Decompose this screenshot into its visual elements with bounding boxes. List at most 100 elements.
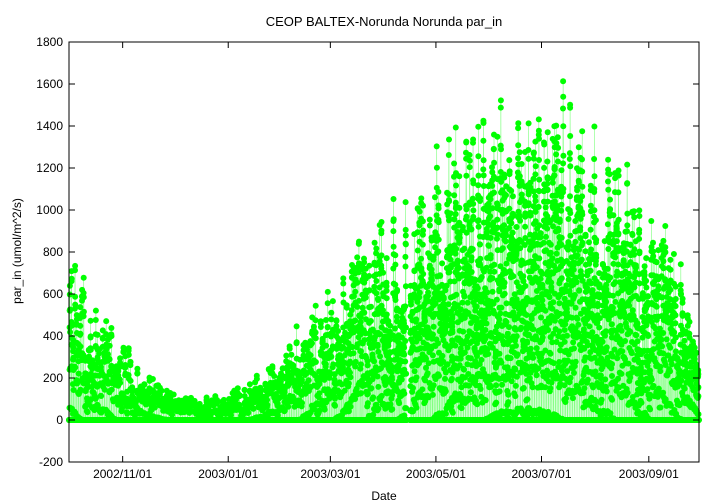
data-point bbox=[357, 361, 364, 368]
data-point bbox=[317, 324, 324, 330]
data-point bbox=[328, 353, 335, 360]
data-point bbox=[108, 386, 115, 393]
data-point bbox=[80, 308, 87, 315]
series-layer bbox=[66, 78, 702, 423]
data-point bbox=[77, 322, 84, 329]
data-point bbox=[378, 252, 385, 259]
data-point bbox=[367, 318, 374, 324]
data-point bbox=[394, 286, 401, 293]
data-point bbox=[347, 374, 354, 381]
data-point bbox=[371, 239, 378, 246]
data-point bbox=[392, 325, 398, 332]
data-point bbox=[80, 294, 87, 301]
data-point bbox=[374, 343, 381, 350]
data-point bbox=[418, 195, 425, 202]
data-point bbox=[117, 355, 124, 362]
data-point bbox=[323, 317, 329, 323]
data-point bbox=[250, 405, 257, 412]
data-point bbox=[108, 333, 115, 340]
data-point bbox=[101, 386, 108, 393]
data-point bbox=[322, 361, 329, 368]
data-point bbox=[134, 365, 141, 372]
data-point bbox=[312, 359, 319, 365]
data-point bbox=[370, 394, 377, 401]
data-point bbox=[340, 291, 347, 298]
data-point bbox=[75, 370, 82, 377]
data-point bbox=[312, 335, 319, 342]
data-point bbox=[413, 374, 420, 381]
data-point bbox=[307, 352, 314, 359]
data-point bbox=[413, 404, 420, 411]
data-point bbox=[358, 390, 364, 397]
data-point bbox=[316, 380, 323, 387]
data-point bbox=[264, 396, 271, 403]
data-point bbox=[305, 377, 312, 384]
data-point bbox=[416, 208, 423, 215]
data-point bbox=[375, 297, 382, 303]
data-point bbox=[77, 343, 84, 350]
data-point bbox=[310, 323, 317, 330]
data-point bbox=[321, 406, 328, 413]
data-point bbox=[335, 328, 342, 334]
data-point bbox=[274, 412, 281, 419]
data-point bbox=[87, 333, 94, 340]
data-point bbox=[245, 409, 252, 416]
data-point bbox=[68, 275, 75, 282]
data-point bbox=[328, 309, 335, 316]
data-point bbox=[371, 358, 378, 365]
data-point bbox=[127, 377, 134, 384]
data-point bbox=[390, 196, 397, 202]
data-point bbox=[354, 303, 361, 310]
data-point bbox=[98, 363, 104, 370]
data-point bbox=[119, 405, 125, 412]
data-point bbox=[170, 391, 177, 398]
data-point bbox=[352, 358, 359, 365]
data-point bbox=[77, 304, 84, 311]
data-point bbox=[366, 273, 373, 279]
data-point bbox=[418, 255, 425, 262]
data-point bbox=[77, 386, 84, 393]
data-point bbox=[401, 351, 408, 358]
data-point bbox=[93, 394, 100, 401]
data-point bbox=[392, 281, 399, 288]
data-point bbox=[127, 358, 134, 365]
data-point bbox=[373, 290, 380, 297]
data-point bbox=[410, 385, 416, 391]
data-point bbox=[122, 362, 129, 368]
data-point bbox=[366, 287, 373, 294]
data-point bbox=[361, 259, 368, 266]
data-point bbox=[106, 356, 113, 363]
data-point bbox=[403, 370, 410, 377]
data-point bbox=[390, 243, 397, 250]
data-point bbox=[364, 400, 371, 407]
data-point bbox=[419, 218, 426, 225]
data-point bbox=[389, 406, 396, 413]
data-point bbox=[347, 403, 354, 410]
data-point bbox=[203, 394, 210, 401]
data-point bbox=[426, 222, 433, 229]
data-point bbox=[354, 254, 361, 261]
data-point bbox=[286, 345, 293, 352]
data-point bbox=[392, 252, 399, 259]
data-point bbox=[352, 317, 359, 324]
data-point bbox=[375, 383, 382, 390]
data-point bbox=[309, 340, 315, 347]
data-point bbox=[366, 262, 373, 269]
data-point bbox=[151, 404, 158, 411]
data-point bbox=[383, 279, 390, 286]
data-point bbox=[80, 313, 87, 320]
data-point bbox=[67, 329, 74, 336]
data-point bbox=[331, 395, 338, 402]
data-point bbox=[426, 216, 433, 223]
data-point bbox=[120, 348, 127, 355]
data-point bbox=[352, 288, 359, 295]
data-point bbox=[390, 228, 397, 235]
data-point bbox=[420, 271, 427, 277]
data-point bbox=[124, 410, 131, 417]
data-point bbox=[94, 331, 101, 338]
data-point bbox=[375, 405, 382, 412]
data-point bbox=[72, 364, 79, 371]
data-point bbox=[357, 348, 364, 355]
data-point bbox=[149, 376, 156, 382]
